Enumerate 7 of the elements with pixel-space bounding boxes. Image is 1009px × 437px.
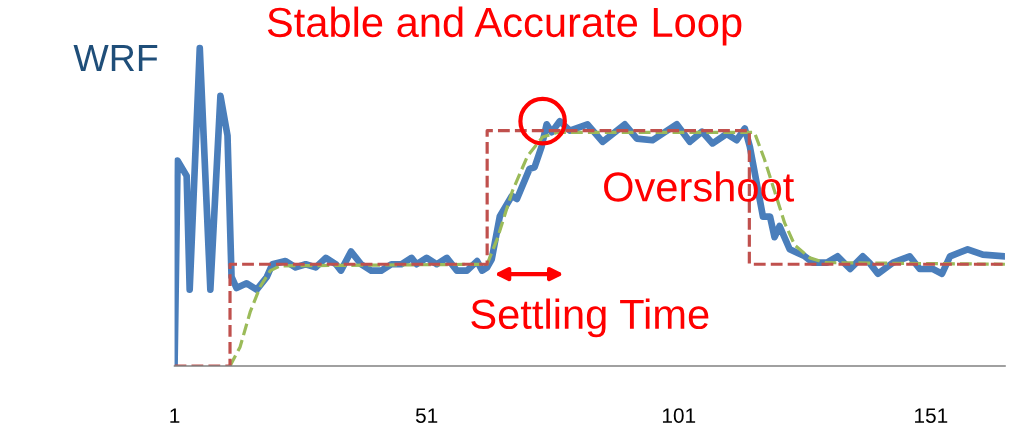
chart-title: Stable and Accurate Loop	[267, 6, 742, 46]
x-tick-label: 151	[915, 408, 948, 423]
x-tick-label: 51	[415, 408, 438, 423]
y-axis-title: WRF	[73, 45, 158, 71]
annotation: Settling Time	[471, 298, 709, 338]
x-tick-label: 101	[662, 408, 696, 423]
x-tick-label: 1	[170, 408, 180, 423]
